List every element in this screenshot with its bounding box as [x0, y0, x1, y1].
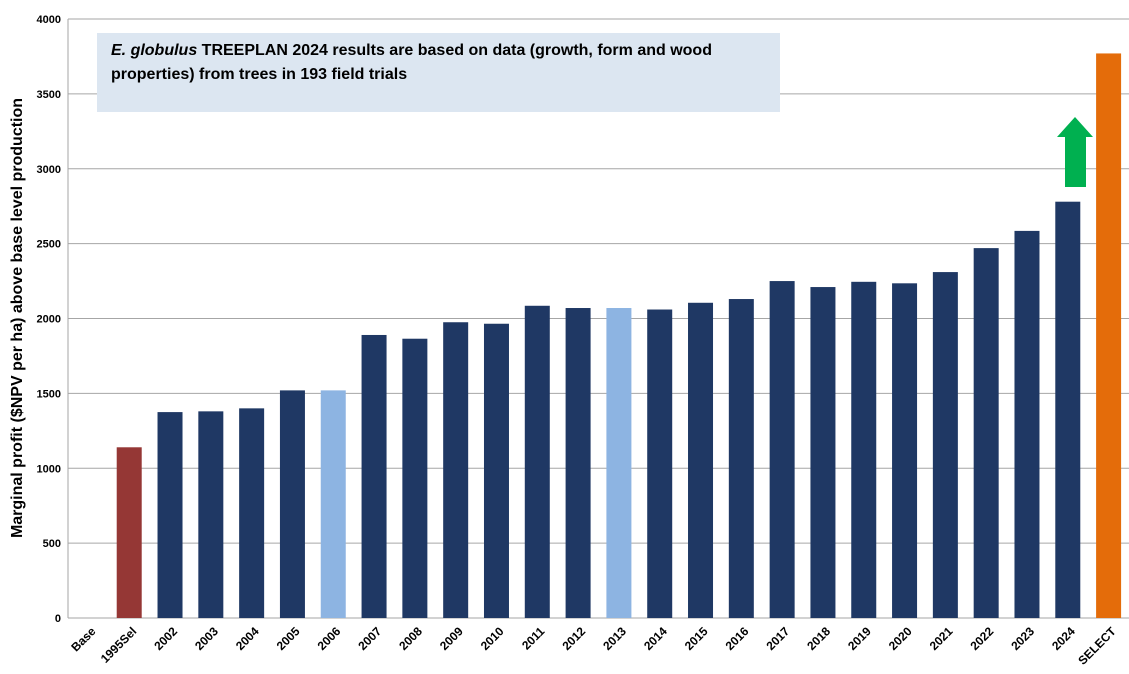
- bar: [524, 305, 550, 618]
- x-tick-label: 2009: [437, 624, 466, 653]
- x-tick-label: 2014: [641, 624, 670, 653]
- annotation-text: TREEPLAN 2024 results are based on data …: [111, 42, 712, 83]
- x-tick-label: 2002: [151, 624, 180, 653]
- bar: [116, 447, 142, 618]
- y-tick-label: 2000: [37, 314, 61, 326]
- x-tick-label: 2016: [723, 624, 752, 653]
- bar: [728, 299, 754, 618]
- x-tick-label: 2018: [804, 624, 833, 653]
- bar: [279, 390, 305, 618]
- x-tick-label: 2008: [396, 624, 425, 653]
- x-tick-label: 2004: [233, 624, 262, 653]
- bar: [239, 408, 265, 618]
- y-tick-label: 3500: [37, 89, 61, 101]
- bar: [769, 281, 795, 618]
- bar: [647, 309, 673, 618]
- x-tick-label: 2006: [315, 624, 344, 653]
- bar: [402, 338, 428, 618]
- bar: [361, 334, 387, 618]
- bar: [565, 308, 591, 618]
- up-arrow: [1057, 117, 1093, 187]
- y-tick-label: 500: [43, 538, 61, 550]
- x-tick-label: 2012: [559, 624, 588, 653]
- bar: [1096, 53, 1122, 618]
- x-tick-label: 2015: [682, 624, 711, 653]
- x-tick-label: Base: [68, 624, 98, 654]
- y-axis-label: Marginal profit ($NPV per ha) above base…: [9, 98, 26, 538]
- bar: [688, 302, 714, 618]
- bar: [157, 412, 183, 618]
- y-tick-label: 0: [55, 613, 61, 625]
- x-tick-label: 2019: [845, 624, 874, 653]
- annotation-box: E. globulus TREEPLAN 2024 results are ba…: [97, 33, 780, 112]
- bar: [606, 308, 632, 618]
- x-tick-label: 2010: [478, 624, 507, 653]
- x-tick-label: 2022: [968, 624, 997, 653]
- x-tick-label: 2020: [886, 624, 915, 653]
- x-tick-label: 2017: [763, 624, 792, 653]
- bar: [1014, 230, 1040, 619]
- x-tick-label: 2021: [927, 624, 956, 653]
- bar: [320, 390, 346, 618]
- y-tick-label: 1000: [37, 463, 61, 475]
- annotation-italic: E. globulus: [111, 42, 198, 59]
- bar: [198, 411, 224, 618]
- x-tick-label: 2013: [600, 624, 629, 653]
- bar: [892, 283, 918, 618]
- x-tick-label: SELECT: [1075, 624, 1119, 668]
- x-tick-label: 2007: [355, 624, 384, 653]
- bar: [851, 281, 877, 618]
- y-tick-label: 3000: [37, 164, 61, 176]
- y-tick-label: 2500: [37, 239, 61, 251]
- x-tick-label: 2023: [1008, 624, 1037, 653]
- x-tick-label: 2003: [192, 624, 221, 653]
- x-tick-label: 1995Sel: [98, 624, 140, 666]
- x-tick-label: 2011: [519, 624, 548, 653]
- bar: [483, 323, 509, 618]
- y-tick-label: 1500: [37, 388, 61, 400]
- x-tick-label: 2024: [1049, 624, 1078, 653]
- bar: [810, 287, 836, 618]
- y-tick-label: 4000: [37, 14, 61, 26]
- bar: [1055, 201, 1081, 618]
- bar: [973, 248, 999, 618]
- bar: [443, 322, 469, 618]
- x-tick-label: 2005: [274, 624, 303, 653]
- bar: [932, 272, 958, 618]
